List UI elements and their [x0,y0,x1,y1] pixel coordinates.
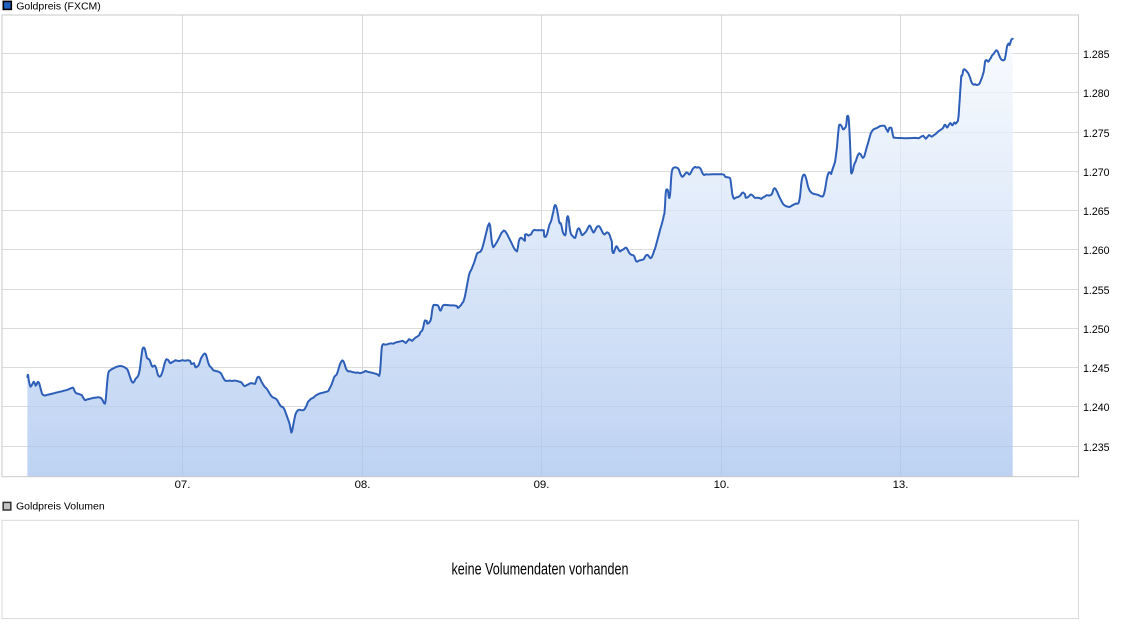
svg-text:1.255: 1.255 [1083,285,1110,297]
svg-text:Goldpreis Volumen: Goldpreis Volumen [16,501,105,513]
svg-text:1.265: 1.265 [1083,206,1110,218]
svg-text:1.275: 1.275 [1083,128,1110,140]
svg-text:1.270: 1.270 [1083,167,1110,179]
svg-text:1.245: 1.245 [1083,363,1110,375]
svg-text:10.: 10. [714,479,730,491]
svg-text:keine Volumendaten vorhanden: keine Volumendaten vorhanden [452,561,629,579]
svg-text:1.280: 1.280 [1083,88,1110,100]
svg-text:Goldpreis (FXCM): Goldpreis (FXCM) [16,1,101,13]
svg-text:07.: 07. [175,479,191,491]
svg-text:1.285: 1.285 [1083,49,1110,61]
svg-text:09.: 09. [534,479,550,491]
svg-text:1.240: 1.240 [1083,402,1110,414]
svg-text:08.: 08. [355,479,371,491]
svg-text:13.: 13. [893,479,909,491]
svg-text:1.250: 1.250 [1083,324,1110,336]
svg-text:1.235: 1.235 [1083,442,1110,454]
svg-text:1.260: 1.260 [1083,245,1110,257]
